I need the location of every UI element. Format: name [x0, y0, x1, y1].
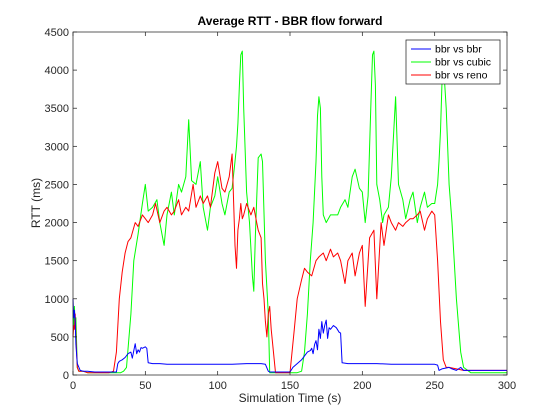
y-tick-label: 4500 [45, 27, 69, 39]
series-line-bbr-vs-reno [72, 153, 507, 374]
y-axis: 0 500 1000 1500 2000 2500 3000 3500 4000 4500 [45, 27, 507, 382]
legend-entry: bbr vs reno [435, 70, 488, 82]
x-tick-label: 0 [70, 380, 76, 392]
y-tick-label: 4000 [45, 65, 69, 77]
x-axis: 0 50 100 150 200 250 300 [70, 32, 516, 392]
x-tick-label: 50 [139, 380, 151, 392]
x-axis-label: Simulation Time (s) [239, 391, 342, 405]
y-tick-label: 1000 [45, 294, 69, 306]
legend-entry: bbr vs bbr [435, 44, 482, 56]
y-tick-label: 3500 [45, 103, 69, 115]
x-tick-label: 300 [498, 380, 516, 392]
y-axis-label: RTT (ms) [29, 178, 43, 228]
y-tick-label: 0 [63, 370, 69, 382]
y-tick-label: 2000 [45, 218, 69, 230]
series-line-bbr-vs-bbr [72, 298, 507, 373]
y-tick-label: 1500 [45, 256, 69, 268]
y-tick-label: 2500 [45, 179, 69, 191]
series-layer [72, 50, 507, 374]
legend-entry: bbr vs cubic [435, 57, 491, 69]
y-tick-label: 500 [51, 332, 69, 344]
x-tick-label: 150 [281, 380, 299, 392]
chart-title: Average RTT - BBR flow forward [198, 14, 383, 28]
x-tick-label: 250 [425, 380, 443, 392]
y-tick-label: 3000 [45, 141, 69, 153]
x-tick-label: 200 [353, 380, 371, 392]
x-tick-label: 100 [208, 380, 226, 392]
